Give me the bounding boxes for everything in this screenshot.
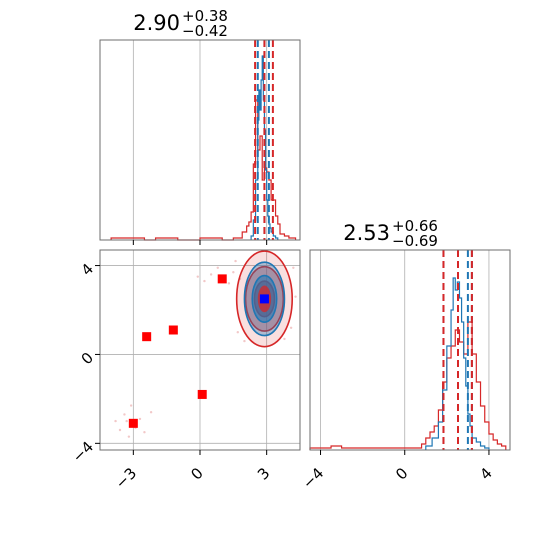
faint-sample-point	[149, 411, 153, 414]
panel-title-lower-error: −0.69	[392, 232, 438, 250]
faint-sample-point	[129, 404, 133, 407]
faint-sample-point	[143, 431, 146, 434]
faint-sample-point	[294, 295, 297, 298]
x-tick-label: 0	[392, 464, 411, 483]
x-tick-label: 4	[476, 464, 495, 483]
faint-sample-point	[234, 259, 237, 263]
panel-title-value: 2.53	[343, 221, 390, 245]
faint-sample-point	[232, 271, 235, 274]
x-tick-label: 0	[187, 464, 206, 483]
histogram-series-red	[110, 99, 297, 241]
red-square-marker	[197, 389, 207, 399]
histogram-panel-x: 2.90 +0.38−0.42	[99, 7, 301, 245]
histogram-y-frame	[309, 249, 511, 451]
y-tick-label: 4	[78, 260, 97, 279]
red-square-marker	[128, 418, 138, 428]
faint-sample-point	[123, 413, 126, 416]
scatter-panel-xy: −3 0 3 −4 0 4	[69, 249, 301, 492]
histogram-panel-y: 2.53 +0.66−0.69 −4 0 4	[299, 217, 511, 492]
x-tick-label: −3	[112, 464, 140, 492]
y-tick-label: −4	[69, 438, 97, 466]
panel-title-value: 2.90	[133, 11, 180, 35]
histogram-series-blue	[250, 55, 279, 240]
panel-title-upper-error: +0.66	[392, 217, 438, 235]
faint-sample-point	[227, 282, 231, 285]
faint-sample-point	[243, 339, 246, 343]
red-square-marker	[168, 325, 178, 335]
red-square-marker	[142, 332, 152, 342]
faint-sample-point	[118, 428, 122, 432]
panel-title-lower-error: −0.42	[182, 22, 228, 40]
x-tick-label: −4	[299, 464, 327, 492]
faint-sample-point	[236, 331, 239, 334]
faint-sample-point	[196, 275, 199, 278]
scatter-plot-area	[100, 250, 300, 450]
faint-sample-point	[203, 279, 206, 283]
faint-sample-point	[289, 326, 293, 329]
faint-sample-point	[114, 419, 117, 423]
faint-sample-point	[125, 419, 128, 423]
faint-sample-point	[216, 266, 219, 269]
faint-sample-point	[292, 266, 295, 269]
y-tick-label: 0	[78, 349, 97, 368]
red-square-marker	[217, 274, 227, 284]
panel-title-upper-error: +0.38	[182, 7, 228, 25]
faint-sample-point	[138, 417, 142, 421]
x-tick-label: 3	[254, 464, 273, 483]
faint-sample-point	[283, 337, 286, 341]
faint-sample-point	[209, 273, 213, 276]
histogram-series-red	[309, 321, 507, 450]
blue-square-marker	[259, 294, 269, 304]
faint-sample-point	[127, 435, 131, 438]
